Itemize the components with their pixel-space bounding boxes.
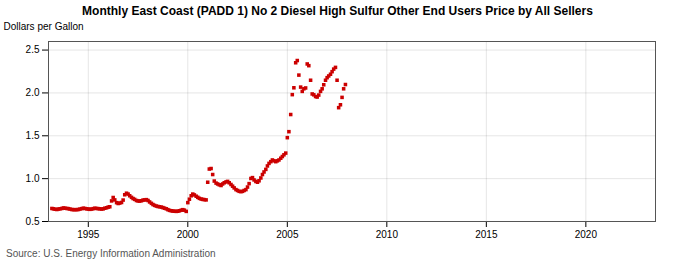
svg-text:2.0: 2.0 (26, 87, 40, 98)
svg-text:1.5: 1.5 (26, 130, 40, 141)
svg-text:Dollars per Gallon: Dollars per Gallon (4, 21, 84, 32)
svg-text:2000: 2000 (177, 229, 200, 240)
svg-text:2.5: 2.5 (26, 44, 40, 55)
html-text:Source: U.S. Energy Informatio: Source: U.S. Energy Information Administ… (6, 248, 216, 259)
svg-text:0.5: 0.5 (26, 216, 40, 227)
svg-text:2015: 2015 (475, 229, 498, 240)
svg-text:2020: 2020 (575, 229, 598, 240)
html-text:Monthly East Coast (PADD 1) No: Monthly East Coast (PADD 1) No 2 Diesel … (82, 4, 593, 18)
svg-text:2005: 2005 (276, 229, 299, 240)
svg-text:1.0: 1.0 (26, 173, 40, 184)
svg-text:1995: 1995 (77, 229, 100, 240)
svg-text:2010: 2010 (376, 229, 399, 240)
